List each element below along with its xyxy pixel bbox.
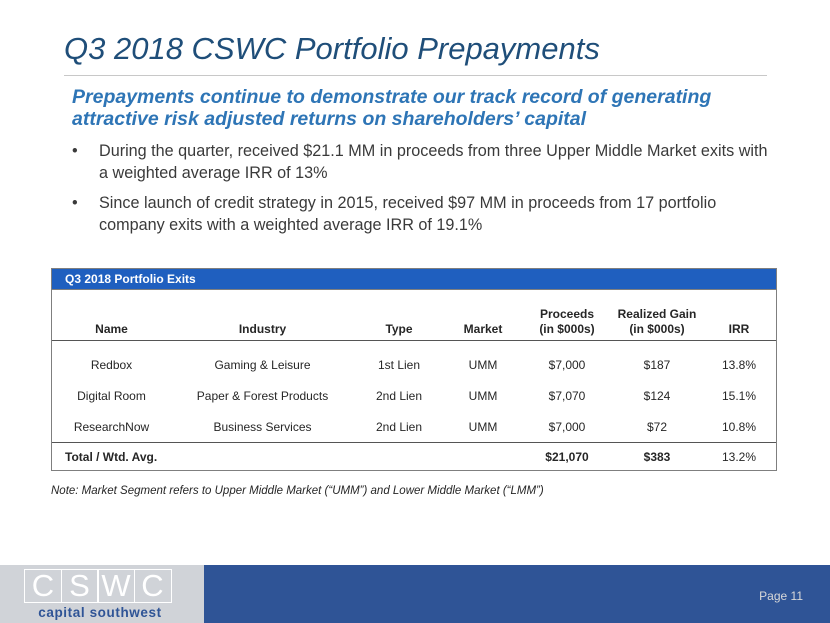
bullet-item: • During the quarter, received $21.1 MM … [72,141,772,184]
column-header-proceeds-line1: Proceeds [539,307,595,321]
cell-realized-gain: $124 [643,388,671,403]
table-row: Digital Room Paper & Forest Products 2nd… [52,380,776,411]
cell-industry: Gaming & Leisure [214,357,311,372]
subtitle-line-2: attractive risk adjusted returns on shar… [72,108,587,130]
logo-letter: S [60,569,99,603]
column-header-gain-line2: (in $000s) [629,322,685,336]
company-logo: C S W C capital southwest [0,565,204,623]
slide-title: Q3 2018 CSWC Portfolio Prepayments [64,31,600,66]
cell-irr: 10.8% [721,419,757,434]
table-total-row: Total / Wtd. Avg. $21,070 $383 13.2% [52,442,776,470]
column-header-proceeds: Proceeds (in $000s) [522,289,612,341]
footnote: Note: Market Segment refers to Upper Mid… [51,485,544,497]
logo-tagline: capital southwest [38,605,162,620]
cell-name: ResearchNow [73,419,150,434]
column-header-proceeds-line2: (in $000s) [539,322,595,336]
column-header-type: Type [354,289,444,341]
cell-market: UMM [468,419,498,434]
total-proceeds: $21,070 [522,442,612,470]
cell-type: 2nd Lien [375,419,423,434]
cell-proceeds: $7,070 [548,388,586,403]
column-header-gain-line1: Realized Gain [617,307,697,321]
logo-letter: C [24,569,62,603]
cell-name: Redbox [90,357,133,372]
cell-irr: 15.1% [721,388,757,403]
total-realized-gain: $383 [612,442,702,470]
column-header-name: Name [52,289,171,341]
footer-band: C S W C capital southwest Page 11 [0,565,830,623]
total-irr: 13.2% [702,442,776,470]
subtitle-line-1: Prepayments continue to demonstrate our … [72,86,712,108]
total-label: Total / Wtd. Avg. [52,442,522,470]
column-header-industry: Industry [171,289,354,341]
table-row: Redbox Gaming & Leisure 1st Lien UMM $7,… [52,341,776,381]
logo-letter: C [133,569,172,603]
title-divider [64,75,767,76]
table-header-row: Name Industry Type Market Proceeds (in $… [52,289,776,341]
bullet-text: During the quarter, received $21.1 MM in… [99,142,768,182]
cell-type: 2nd Lien [375,388,423,403]
column-header-irr: IRR [702,289,776,341]
column-header-realized-gain: Realized Gain (in $000s) [612,289,702,341]
cell-irr: 13.8% [721,357,757,372]
bullet-dot-icon: • [72,194,78,212]
bullet-text: Since launch of credit strategy in 2015,… [99,194,717,234]
cell-proceeds: $7,000 [548,357,586,372]
bullet-list: • During the quarter, received $21.1 MM … [72,141,772,245]
table-row: ResearchNow Business Services 2nd Lien U… [52,411,776,443]
cell-realized-gain: $187 [643,357,671,372]
slide-subtitle: Prepayments continue to demonstrate our … [72,86,772,130]
table-title-bar: Q3 2018 Portfolio Exits [52,269,776,290]
cell-proceeds: $7,000 [548,419,586,434]
column-header-market: Market [444,289,522,341]
cell-industry: Business Services [213,419,312,434]
cell-type: 1st Lien [377,357,421,372]
cell-industry: Paper & Forest Products [196,388,329,403]
portfolio-exits-table: Name Industry Type Market Proceeds (in $… [52,289,776,470]
logo-letter: W [97,569,135,603]
page-number: Page 11 [759,589,803,603]
bullet-item: • Since launch of credit strategy in 201… [72,193,772,236]
cell-realized-gain: $72 [646,419,668,434]
cell-market: UMM [468,357,498,372]
logo-letter-boxes: C S W C [24,569,172,603]
portfolio-exits-panel: Q3 2018 Portfolio Exits Name Industry Ty… [51,268,777,471]
cell-name: Digital Room [77,388,146,403]
bullet-dot-icon: • [72,142,78,160]
cell-market: UMM [468,388,498,403]
